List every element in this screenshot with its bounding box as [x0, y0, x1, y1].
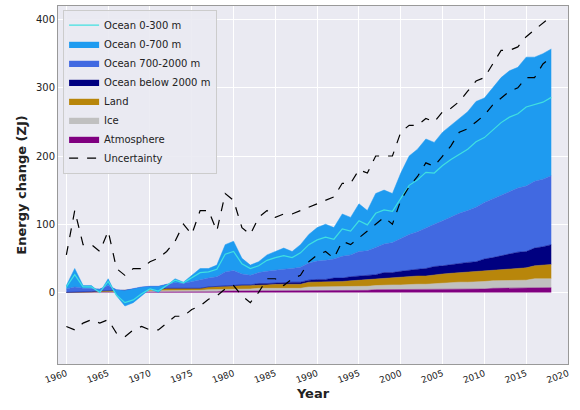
svg-text:Year: Year: [296, 386, 330, 401]
svg-text:300: 300: [36, 82, 55, 93]
svg-text:1975: 1975: [169, 368, 194, 385]
svg-text:1960: 1960: [44, 368, 69, 385]
svg-text:400: 400: [36, 14, 55, 25]
svg-text:1970: 1970: [127, 368, 152, 385]
svg-text:2005: 2005: [420, 368, 445, 385]
svg-text:Ocean 0-700 m: Ocean 0-700 m: [104, 39, 181, 50]
svg-text:0: 0: [49, 287, 55, 298]
svg-text:Ocean 0-300 m: Ocean 0-300 m: [104, 20, 181, 31]
svg-text:2015: 2015: [503, 368, 528, 385]
svg-text:Energy change (ZJ): Energy change (ZJ): [14, 115, 29, 254]
svg-text:Uncertainty: Uncertainty: [104, 153, 163, 164]
svg-text:1995: 1995: [336, 368, 361, 385]
svg-text:2010: 2010: [462, 368, 487, 385]
svg-text:Land: Land: [104, 96, 128, 107]
svg-text:1985: 1985: [253, 368, 278, 385]
svg-text:1990: 1990: [294, 368, 319, 385]
svg-text:Ocean 700-2000 m: Ocean 700-2000 m: [104, 58, 200, 69]
svg-text:2020: 2020: [545, 368, 570, 385]
svg-text:Ice: Ice: [104, 115, 119, 126]
svg-text:100: 100: [36, 219, 55, 230]
svg-text:200: 200: [36, 151, 55, 162]
svg-text:1980: 1980: [211, 368, 236, 385]
svg-text:Ocean below 2000 m: Ocean below 2000 m: [104, 77, 210, 88]
svg-text:2000: 2000: [378, 368, 403, 385]
svg-text:Atmosphere: Atmosphere: [104, 134, 165, 145]
svg-text:1965: 1965: [85, 368, 110, 385]
